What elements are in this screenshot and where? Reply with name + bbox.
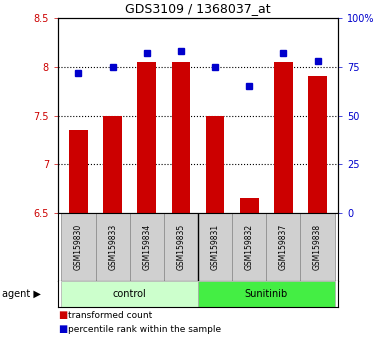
Bar — [198, 281, 335, 307]
Bar — [62, 213, 95, 281]
Text: GSM159830: GSM159830 — [74, 224, 83, 270]
Bar — [172, 62, 190, 213]
Text: control: control — [113, 289, 147, 299]
Bar — [206, 115, 224, 213]
Text: GSM159831: GSM159831 — [211, 224, 219, 270]
Text: ■: ■ — [58, 310, 67, 320]
Bar — [266, 213, 300, 281]
Title: GDS3109 / 1368037_at: GDS3109 / 1368037_at — [125, 2, 271, 16]
Bar — [274, 62, 293, 213]
Bar — [69, 130, 88, 213]
Text: percentile rank within the sample: percentile rank within the sample — [68, 325, 221, 333]
Text: agent ▶: agent ▶ — [2, 289, 41, 299]
Bar — [232, 213, 266, 281]
Bar — [137, 62, 156, 213]
Bar — [308, 76, 327, 213]
Text: GSM159834: GSM159834 — [142, 224, 151, 270]
Bar — [240, 198, 259, 213]
Text: GSM159837: GSM159837 — [279, 224, 288, 270]
Text: GSM159838: GSM159838 — [313, 224, 322, 270]
Bar — [103, 115, 122, 213]
Text: ■: ■ — [58, 324, 67, 334]
Text: GSM159833: GSM159833 — [108, 224, 117, 270]
Bar — [300, 213, 335, 281]
Text: Sunitinib: Sunitinib — [245, 289, 288, 299]
Bar — [130, 213, 164, 281]
Text: transformed count: transformed count — [68, 310, 152, 320]
Text: GSM159832: GSM159832 — [245, 224, 254, 270]
Bar — [164, 213, 198, 281]
Bar — [198, 213, 232, 281]
Bar — [62, 281, 198, 307]
Bar — [95, 213, 130, 281]
Text: GSM159835: GSM159835 — [176, 224, 186, 270]
